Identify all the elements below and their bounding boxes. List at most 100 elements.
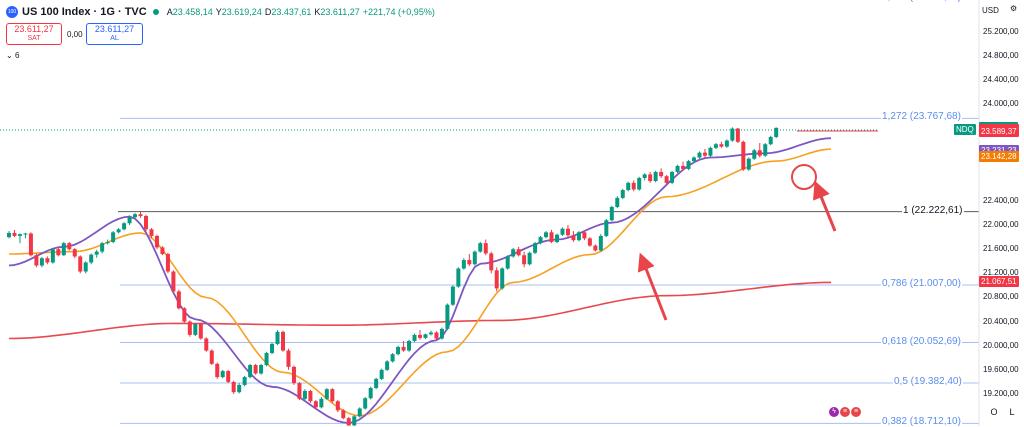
currency-selector[interactable]: USD bbox=[982, 6, 999, 15]
candle-body bbox=[253, 365, 258, 374]
price-axis-tick: 21.200,00 bbox=[983, 268, 1019, 278]
candle-body bbox=[313, 401, 318, 408]
candle-body bbox=[713, 144, 718, 148]
fib-level-label: 0,618 (20.052,69) bbox=[881, 335, 962, 347]
auto-scale-button[interactable]: O bbox=[990, 407, 998, 417]
candle-body bbox=[176, 291, 181, 309]
candle-body bbox=[28, 233, 33, 256]
candle-body bbox=[735, 128, 740, 142]
candle-body bbox=[324, 389, 329, 399]
candle-body bbox=[39, 258, 44, 266]
annotations[interactable] bbox=[637, 130, 878, 321]
price-axis-tick: 20.800,00 bbox=[983, 292, 1019, 302]
fibonacci-levels bbox=[118, 117, 979, 424]
candle-body bbox=[341, 410, 346, 419]
sell-button[interactable]: 23.611,27 SAT bbox=[6, 23, 62, 45]
buy-button[interactable]: 23.611,27 AL bbox=[86, 23, 143, 45]
candle-body bbox=[12, 232, 17, 236]
moving-average-slow bbox=[8, 281, 831, 340]
lightning-icon[interactable]: ϟ bbox=[829, 407, 839, 417]
candle-body bbox=[686, 161, 691, 169]
candle-body bbox=[741, 141, 746, 170]
price-axis-tick: 21.600,00 bbox=[983, 244, 1019, 254]
candle-body bbox=[598, 235, 603, 251]
candle-body bbox=[368, 387, 373, 399]
annotation-arrow-2 bbox=[813, 180, 837, 232]
events-bar[interactable]: ϟ ≡ ≡ bbox=[829, 407, 861, 417]
candle-body bbox=[664, 176, 669, 183]
indicators-toggle[interactable]: ⌄ 6 bbox=[6, 51, 19, 60]
candle-body bbox=[100, 243, 105, 252]
candle-body bbox=[637, 178, 642, 190]
candle-body bbox=[702, 152, 707, 156]
candle-body bbox=[670, 171, 675, 183]
candle-body bbox=[692, 157, 696, 162]
candle-body bbox=[187, 321, 192, 335]
candle-body bbox=[774, 127, 779, 137]
candle-body bbox=[500, 268, 505, 289]
candle-body bbox=[472, 251, 477, 265]
candle-body bbox=[237, 384, 242, 393]
price-axis-tick: 20.400,00 bbox=[983, 316, 1019, 326]
moving-average-fast bbox=[8, 137, 832, 424]
buy-price: 23.611,27 bbox=[94, 24, 135, 34]
candle-body bbox=[149, 229, 154, 236]
candle-body bbox=[193, 324, 198, 335]
candle-body bbox=[56, 249, 61, 256]
candle-body bbox=[571, 235, 576, 241]
buy-label: AL bbox=[110, 35, 119, 42]
candle-body bbox=[675, 165, 680, 172]
candle-body bbox=[215, 363, 220, 378]
ndq-label: NDQ bbox=[954, 124, 976, 135]
candle-body bbox=[576, 232, 581, 241]
candle-body bbox=[160, 247, 165, 255]
symbol-title[interactable]: US 100 Index · 1G · TVC bbox=[22, 6, 147, 18]
candle-body bbox=[171, 271, 176, 292]
candle-body bbox=[653, 171, 658, 182]
annotation-circle bbox=[791, 164, 817, 190]
candle-body bbox=[89, 254, 94, 263]
candle-body bbox=[423, 334, 428, 338]
fib-level-label: 0,5 (19.382,40) bbox=[893, 375, 963, 387]
fib-level-label: 1,618 (23.733,10) bbox=[881, 0, 962, 4]
candle-body bbox=[746, 158, 751, 170]
candle-body bbox=[752, 150, 757, 159]
candle-body bbox=[494, 270, 499, 289]
candle-body bbox=[626, 182, 631, 191]
price-tag: 23.142,28 bbox=[979, 150, 1019, 162]
ma-slow-line bbox=[8, 281, 831, 340]
candle-body bbox=[7, 232, 11, 238]
candle-body bbox=[478, 243, 483, 252]
candle-body bbox=[133, 214, 138, 218]
us-flag-icon-2[interactable]: ≡ bbox=[851, 407, 861, 417]
candle-body bbox=[50, 249, 55, 263]
candle-body bbox=[275, 331, 280, 344]
market-status-icon bbox=[152, 9, 159, 15]
candle-body bbox=[565, 228, 570, 236]
log-scale-button[interactable]: L bbox=[1009, 407, 1015, 417]
candle-body bbox=[105, 241, 110, 244]
candle-body bbox=[516, 249, 521, 256]
candle-body bbox=[78, 256, 83, 272]
candle-body bbox=[418, 334, 422, 338]
price-axis-tick: 22.000,00 bbox=[983, 220, 1019, 230]
us-flag-icon[interactable]: ≡ bbox=[840, 407, 850, 417]
candle-body bbox=[357, 408, 362, 417]
candle-body bbox=[204, 338, 209, 351]
ma-fast-line bbox=[8, 137, 832, 424]
candle-body bbox=[390, 354, 395, 362]
candle-body bbox=[757, 150, 762, 156]
candle-body bbox=[555, 234, 559, 242]
candle-body bbox=[763, 144, 768, 156]
candle-body bbox=[297, 383, 302, 399]
candle-body bbox=[138, 214, 143, 217]
candle-body bbox=[23, 233, 28, 235]
candle-body bbox=[434, 332, 439, 339]
settings-icon[interactable]: ⚙ bbox=[1010, 4, 1018, 13]
price-axis-tick: 19.200,00 bbox=[983, 389, 1019, 398]
candle-body bbox=[642, 174, 647, 179]
candle-body bbox=[281, 331, 285, 351]
sell-label: SAT bbox=[27, 35, 41, 42]
candle-body bbox=[549, 232, 554, 242]
